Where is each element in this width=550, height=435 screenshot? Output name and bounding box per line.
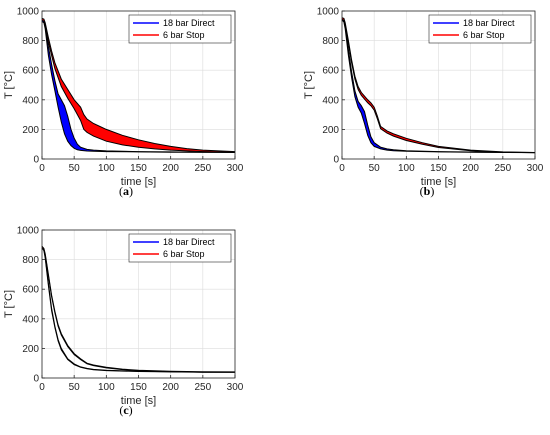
legend-label: 6 bar Stop	[463, 30, 505, 40]
legend-label: 18 bar Direct	[163, 237, 215, 247]
x-tick-label: 200	[162, 382, 179, 393]
panel-label: (a)	[119, 184, 133, 198]
y-tick-label: 0	[33, 155, 39, 166]
x-tick-label: 50	[369, 163, 381, 174]
panel-3: 0 50 100 150 200 250 300 0 200 400 600 800 1000 time …	[3, 226, 244, 418]
legend-label: 18 bar Direct	[463, 18, 515, 28]
y-tick-label: 600	[322, 66, 339, 77]
x-tick-label: 300	[227, 382, 244, 393]
x-tick-label: 0	[39, 163, 45, 174]
panel-2: 0 50 100 150 200 250 300 0 200 400 600 800 1000 time …	[303, 7, 544, 199]
legend-label: 6 bar Stop	[163, 249, 205, 259]
x-tick-label: 50	[69, 163, 81, 174]
y-tick-label: 200	[322, 125, 339, 136]
legend-box	[128, 14, 232, 44]
panel-1: 0 50 100 150 200 250 300 0 200 400 600 800 1000 time …	[3, 7, 244, 199]
x-tick-label: 0	[39, 382, 45, 393]
series-lower-edge	[341, 18, 536, 154]
y-tick-label: 400	[322, 95, 339, 106]
series-lower-edge	[41, 20, 236, 153]
legend-box	[128, 233, 232, 263]
x-tick-label: 300	[527, 163, 544, 174]
y-tick-label: 0	[33, 374, 39, 385]
y-tick-label: 600	[22, 66, 39, 77]
y-axis-label: T [°C]	[3, 71, 15, 99]
series-lower-edge	[41, 247, 236, 373]
x-tick-label: 150	[130, 382, 147, 393]
x-axis-label: time [s]	[121, 395, 156, 407]
y-axis-label: T [°C]	[3, 290, 15, 318]
y-tick-label: 1000	[317, 7, 340, 18]
legend: 18 bar Direct 6 bar Stop	[428, 14, 532, 44]
x-tick-label: 150	[430, 163, 447, 174]
x-tick-label: 100	[98, 382, 115, 393]
x-tick-label: 100	[398, 163, 415, 174]
series-lower-edge	[341, 19, 536, 154]
x-tick-label: 0	[339, 163, 345, 174]
x-tick-label: 250	[494, 163, 511, 174]
panel-label: (b)	[420, 184, 435, 198]
x-tick-label: 100	[98, 163, 115, 174]
x-tick-label: 300	[227, 163, 244, 174]
panel-label: (c)	[119, 403, 132, 417]
series-upper-edge	[41, 17, 236, 153]
legend: 18 bar Direct 6 bar Stop	[128, 233, 232, 263]
y-tick-label: 0	[333, 155, 339, 166]
x-tick-label: 200	[462, 163, 479, 174]
y-tick-label: 600	[22, 285, 39, 296]
x-axis-label: time [s]	[121, 176, 156, 188]
y-tick-label: 400	[22, 314, 39, 325]
legend-label: 18 bar Direct	[163, 18, 215, 28]
x-tick-label: 200	[162, 163, 179, 174]
y-tick-label: 800	[22, 36, 39, 47]
x-tick-label: 50	[69, 382, 81, 393]
y-tick-label: 800	[322, 36, 339, 47]
y-tick-label: 400	[22, 95, 39, 106]
y-tick-label: 800	[22, 255, 39, 266]
x-tick-label: 250	[194, 382, 211, 393]
series-lower-edge	[41, 247, 235, 373]
legend-box	[428, 14, 532, 44]
legend-label: 6 bar Stop	[163, 30, 205, 40]
x-tick-label: 250	[194, 163, 211, 174]
legend: 18 bar Direct 6 bar Stop	[128, 14, 232, 44]
y-tick-label: 200	[22, 125, 39, 136]
x-axis-label: time [s]	[421, 176, 456, 188]
y-tick-label: 200	[22, 344, 39, 355]
x-tick-label: 150	[130, 163, 147, 174]
y-tick-label: 1000	[17, 7, 40, 18]
y-tick-label: 1000	[17, 226, 40, 237]
series-lower-edge	[41, 19, 236, 153]
y-axis-label: T [°C]	[303, 71, 315, 99]
